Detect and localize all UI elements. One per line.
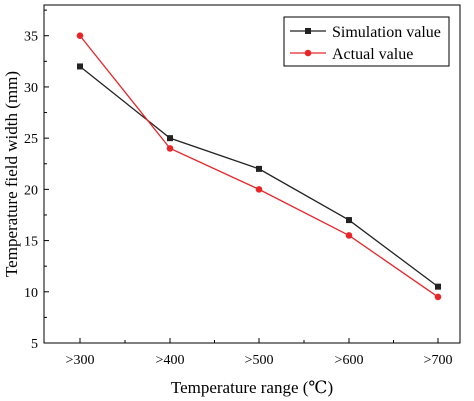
data-point <box>255 186 263 193</box>
x-tick-label: >400 <box>156 353 185 368</box>
data-point <box>166 145 174 152</box>
legend-label-actual: Actual value <box>332 46 413 63</box>
y-tick-label: 30 <box>24 81 38 96</box>
data-point <box>167 135 173 142</box>
data-point <box>434 293 442 301</box>
y-tick-label: 15 <box>24 235 38 250</box>
legend-box <box>283 16 450 67</box>
y-axis-title: Temperature field width (mm) <box>2 71 21 277</box>
y-tick-label: 10 <box>24 286 38 301</box>
data-point <box>435 283 441 290</box>
x-tick-label: >700 <box>424 353 453 368</box>
y-tick-label: 35 <box>24 30 38 45</box>
x-tick-label: >500 <box>245 353 274 368</box>
data-point <box>345 232 353 239</box>
series <box>76 32 442 301</box>
data-point <box>77 63 83 70</box>
data-point <box>76 32 84 40</box>
series-simulation <box>77 63 441 290</box>
axes <box>43 4 461 344</box>
y-tick-label: 25 <box>24 132 38 147</box>
x-tick-label: >600 <box>335 353 364 368</box>
y-tick-label: 5 <box>31 337 38 352</box>
series-line <box>79 65 439 288</box>
legend: Simulation value Actual value <box>283 16 450 67</box>
ticks: 5 10 15 20 25 30 35 >300 >400 >500 >600 >700 <box>24 9 453 368</box>
x-tick-label: >300 <box>66 353 95 368</box>
data-point <box>256 165 262 172</box>
legend-marker-actual <box>304 49 312 57</box>
y-tick-label: 20 <box>24 183 38 198</box>
series-actual <box>76 32 442 301</box>
legend-label-simulation: Simulation value <box>332 24 441 41</box>
legend-marker-simulation <box>305 28 311 34</box>
plot-frame <box>43 4 461 344</box>
x-axis-title: Temperature range (℃) <box>171 378 333 397</box>
data-point <box>346 217 352 224</box>
